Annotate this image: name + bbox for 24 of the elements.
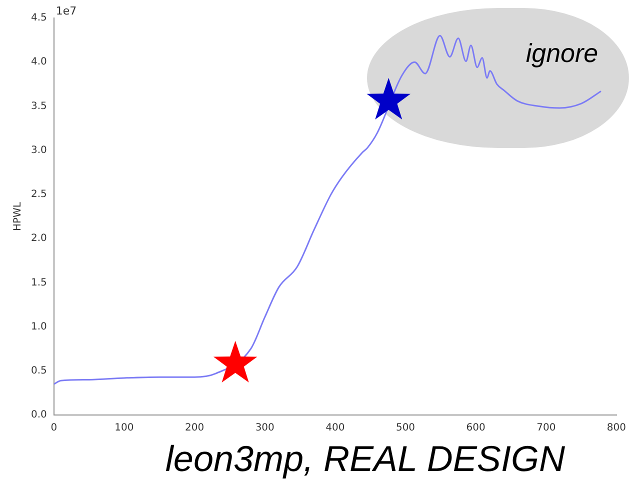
y-tick-label: 3.5: [30, 100, 47, 112]
y-tick-label: 4.0: [30, 56, 47, 68]
x-tick-label: 100: [114, 422, 134, 434]
y-tick-label: 1.5: [30, 277, 47, 288]
y-tick-label: 0.0: [30, 410, 47, 421]
y-tick-label: 3.0: [30, 144, 47, 156]
x-tick-label: 200: [184, 422, 204, 434]
y-tick-label: 1.0: [30, 321, 47, 332]
y-tick-label: 4.5: [30, 12, 47, 24]
y-tick-label: 0.5: [30, 365, 47, 376]
x-tick-label: 600: [466, 422, 486, 434]
text: 1e7: [56, 4, 77, 18]
annotation: ignore: [526, 38, 598, 68]
line-series: [54, 34, 602, 385]
text: leon3mp, REAL DESIGN: [165, 438, 566, 480]
y-tick-label: 2.0: [30, 233, 47, 244]
y-axis-title: HPWL: [12, 202, 24, 232]
x-tick-label: 800: [606, 422, 626, 434]
x-tick-label: 700: [536, 422, 556, 434]
x-tick-label: 300: [255, 422, 274, 434]
x-tick-label: 500: [396, 422, 416, 434]
x-tick-label: 0: [50, 422, 58, 434]
y-tick-label: 2.5: [30, 189, 47, 200]
x-tick-label: 400: [326, 422, 345, 434]
